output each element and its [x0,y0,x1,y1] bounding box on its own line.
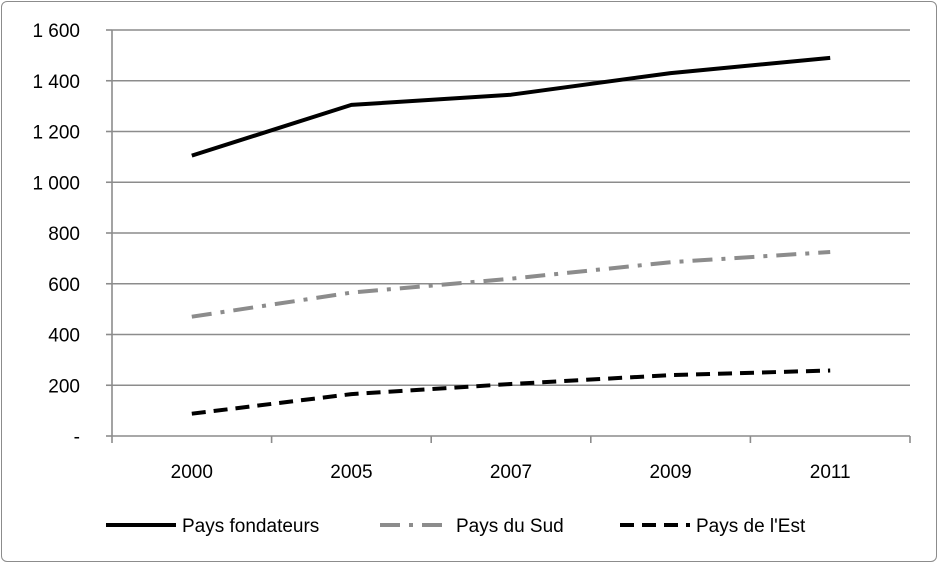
series-line-0 [191,55,831,158]
x-axis-ticks: 2000 2005 2007 2009 2011 [171,462,851,483]
legend-label: Pays de l'Est [696,516,806,537]
legend: Pays fondateurs Pays du Sud Pays de l'Est [106,516,806,537]
series-lines [191,55,831,416]
legend-label: Pays fondateurs [182,516,319,537]
y-tick-label: 1 600 [32,21,80,42]
y-tick-label: 800 [48,224,80,245]
axes [106,29,911,443]
legend-label: Pays du Sud [456,516,564,537]
y-tick-label: 1 400 [32,72,80,93]
x-tick-label: 2009 [649,462,691,483]
gridlines [112,29,910,387]
x-tick-label: 2007 [490,462,532,483]
y-tick-label: 400 [48,326,80,347]
y-axis-ticks: - 200 400 600 800 1 000 1 200 1 400 1 600 [32,21,80,448]
x-tick-label: 2011 [810,462,851,483]
series-line-2 [191,368,831,416]
x-tick-label: 2005 [330,462,372,483]
series-line-1 [191,250,831,319]
y-tick-label: 200 [48,376,80,397]
x-tick-label: 2000 [171,462,213,483]
y-tick-label: 600 [48,275,80,296]
y-tick-label: - [74,427,80,448]
y-tick-label: 1 000 [32,173,80,194]
y-tick-label: 1 200 [32,123,80,144]
